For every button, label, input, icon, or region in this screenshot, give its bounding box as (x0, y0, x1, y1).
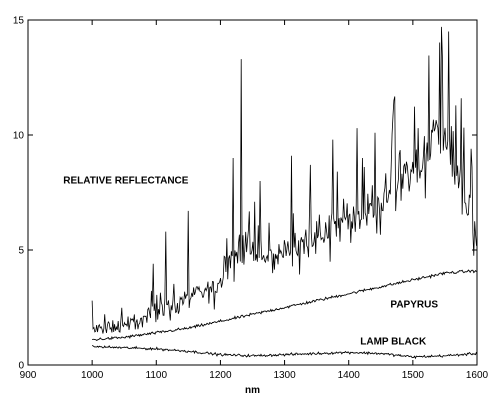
y-tick-label-1: 5 (18, 246, 24, 257)
x-tick-label-4: 1300 (273, 370, 296, 381)
plot-lines (91, 26, 477, 360)
x-tick-label-5: 1400 (338, 370, 361, 381)
annotation-1: PAPYRUS (390, 300, 438, 311)
tick-labels: 900 1000 1100 1200 1300 1400 1500 1600 0 5 10 15 (13, 16, 489, 382)
series-line-0 (91, 26, 477, 334)
x-tick-label-6: 1500 (402, 370, 425, 381)
axis-ticks (27, 19, 478, 366)
y-tick-label-0: 0 (18, 361, 24, 372)
x-tick-label-1: 1000 (81, 370, 104, 381)
x-tick-label-3: 1200 (209, 370, 232, 381)
x-tick-label-7: 1600 (466, 370, 489, 381)
x-tick-label-2: 1100 (146, 370, 168, 381)
annotations: RELATIVE REFLECTANCE PAPYRUS LAMP BLACK (63, 175, 438, 347)
annotation-2: LAMP BLACK (360, 336, 427, 347)
series-line-1 (92, 269, 477, 341)
x-tick-label-0: 900 (20, 370, 37, 381)
x-axis-label: nm (245, 385, 260, 396)
series-line-2 (91, 344, 477, 360)
plot-frame (27, 19, 478, 366)
y-tick-label-3: 15 (13, 16, 25, 27)
y-tick-label-2: 10 (13, 131, 25, 142)
annotation-0: RELATIVE REFLECTANCE (63, 175, 189, 186)
